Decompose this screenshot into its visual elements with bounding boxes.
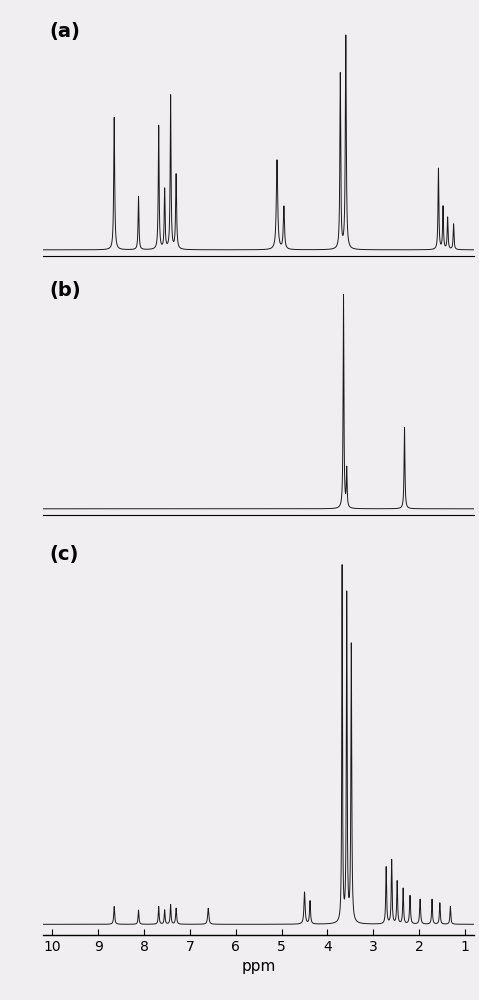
X-axis label: ppm: ppm	[241, 959, 276, 974]
Text: (b): (b)	[49, 281, 81, 300]
Text: (a): (a)	[49, 22, 80, 41]
Text: (c): (c)	[49, 545, 79, 564]
